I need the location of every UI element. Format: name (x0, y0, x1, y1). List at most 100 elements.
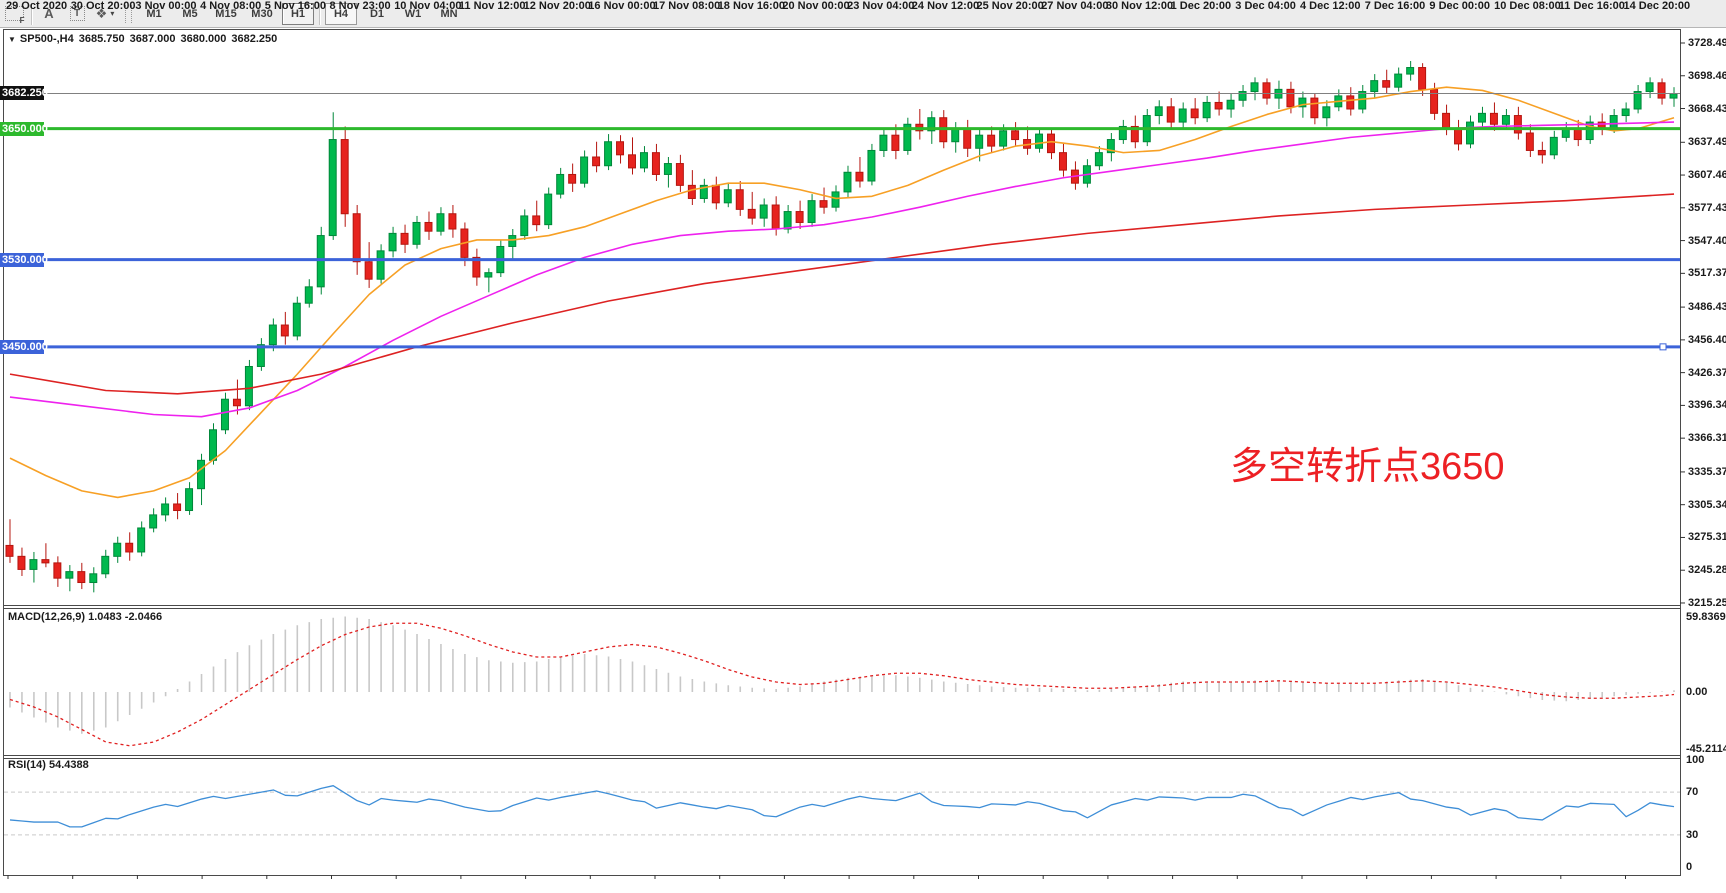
draw-text-tool-button[interactable]: A (36, 3, 62, 25)
candle-body (1047, 133, 1055, 154)
candle-body (244, 365, 253, 407)
candle-body (1346, 95, 1355, 110)
candle-body (747, 208, 756, 219)
toolbar-divider (319, 2, 320, 25)
fibonacci-tool-button[interactable]: F (1, 3, 27, 25)
chart-annotation-text[interactable]: 多空转折点3650 (1230, 446, 1505, 488)
candle-body (388, 232, 397, 252)
ohlc-close: 3682.250 (231, 33, 278, 45)
symbol-dropdown-icon[interactable]: ▼ (8, 35, 16, 44)
candle-body (927, 117, 936, 132)
candle-body (604, 141, 613, 167)
candle-body (663, 163, 672, 175)
timeframe-button-m15[interactable]: M15 (215, 7, 237, 20)
rsi-axis-label: 100 (1686, 754, 1705, 766)
time-axis-label: 3 Nov 00:00 (135, 0, 197, 12)
timeframe-button-mn[interactable]: MN (440, 7, 458, 20)
candle-body (340, 139, 349, 215)
candle-body (831, 191, 840, 208)
candle-body (197, 459, 206, 490)
price-badge-3530.000[interactable]: 3530.000 (0, 252, 48, 267)
moving-average-medium (9, 121, 1675, 418)
time-axis-label: 17 Nov 08:00 (653, 0, 721, 12)
candle-body (1011, 130, 1020, 141)
candle-body (412, 221, 421, 245)
chevron-down-icon[interactable]: ▾ (110, 9, 115, 18)
candle-body (759, 204, 768, 219)
candle-body (1633, 91, 1642, 110)
timeframe-button-d1[interactable]: D1 (369, 7, 385, 20)
candle-body (807, 200, 816, 223)
price-badge-3450.000[interactable]: 3450.000 (0, 339, 48, 354)
candle-body (328, 139, 337, 237)
candle-body (628, 154, 636, 169)
text-label-tool-button[interactable]: T (64, 3, 90, 25)
candle-body (185, 488, 194, 512)
candle-body (819, 200, 828, 208)
candle-body (616, 141, 625, 156)
arrows-tool-button[interactable]: ❖ ▾ (92, 3, 118, 25)
time-axis-label: 23 Nov 04:00 (847, 0, 915, 12)
time-axis-label: 8 Nov 23:00 (329, 0, 391, 12)
timeframe-button-m30[interactable]: M30 (251, 7, 273, 20)
toolbar-grip[interactable] (125, 4, 132, 23)
rsi-axis-label: 70 (1686, 786, 1699, 799)
candle-body (137, 527, 146, 553)
candle-body (149, 514, 158, 529)
candle-body (987, 134, 996, 147)
hline-handle[interactable] (1659, 343, 1667, 351)
timeframe-button-w1[interactable]: W1 (404, 7, 422, 20)
candle-body (17, 555, 26, 570)
candle-body (1466, 121, 1474, 145)
price-badge-3650.000[interactable]: 3650.000 (0, 121, 48, 136)
timeframe-button-m5[interactable]: M5 (182, 7, 198, 20)
time-axis-label: 27 Nov 04:00 (1041, 0, 1109, 12)
arrows-tool-icon: ❖ (95, 5, 108, 21)
candle-body (292, 302, 301, 337)
price-badge-3682.250[interactable]: 3682.250 (0, 86, 48, 101)
price-axis-label: 3396.340 (1688, 399, 1726, 412)
time-axis-label: 29 Oct 2020 (6, 0, 68, 12)
candle-body (352, 213, 361, 263)
candle-body (29, 559, 38, 570)
time-axis-label: 10 Dec 08:00 (1494, 0, 1561, 12)
price-axis-label: 3607.460 (1688, 169, 1726, 182)
candle-body (268, 324, 277, 346)
candle-body (65, 571, 74, 579)
candle-body (879, 134, 888, 151)
candle-body (999, 130, 1008, 147)
text-label-icon: T (69, 6, 85, 21)
timeframe-button-h4[interactable]: H4 (325, 2, 357, 25)
candle-body (280, 324, 289, 337)
candle-body (1525, 132, 1534, 151)
price-axis-label: 3366.310 (1688, 432, 1726, 445)
candle-body (508, 235, 517, 247)
time-axis-label: 18 Nov 16:00 (717, 0, 785, 12)
candle-body (1202, 101, 1211, 119)
candle-body (903, 123, 912, 151)
candle-body (1585, 121, 1594, 141)
candle-body (1058, 152, 1067, 171)
time-axis-label: 7 Dec 16:00 (1364, 0, 1426, 12)
candle-body (1178, 108, 1187, 123)
candle-body (77, 571, 86, 584)
candle-body (316, 235, 325, 288)
candle-body (1298, 97, 1307, 108)
toolbar-divider (31, 2, 32, 25)
price-axis-label: 3215.250 (1688, 596, 1726, 609)
candle-body (436, 213, 445, 232)
time-axis-label: 14 Dec 20:00 (1623, 0, 1691, 12)
timeframe-button-h1[interactable]: H1 (282, 2, 314, 25)
candle-body (400, 232, 409, 245)
candle-body (1154, 106, 1163, 117)
moving-average-slow (9, 193, 1675, 395)
candle-body (1657, 82, 1666, 99)
candle-body (1501, 115, 1510, 125)
candle-body (41, 559, 50, 564)
timeframe-button-m1[interactable]: M1 (146, 7, 162, 20)
time-axis-label: 10 Nov 04:00 (394, 0, 462, 12)
candle-body (376, 250, 385, 280)
macd-axis-label: 59.8369 (1686, 611, 1726, 624)
candle-body (556, 173, 565, 195)
price-axis-label: 3698.460 (1688, 69, 1726, 82)
